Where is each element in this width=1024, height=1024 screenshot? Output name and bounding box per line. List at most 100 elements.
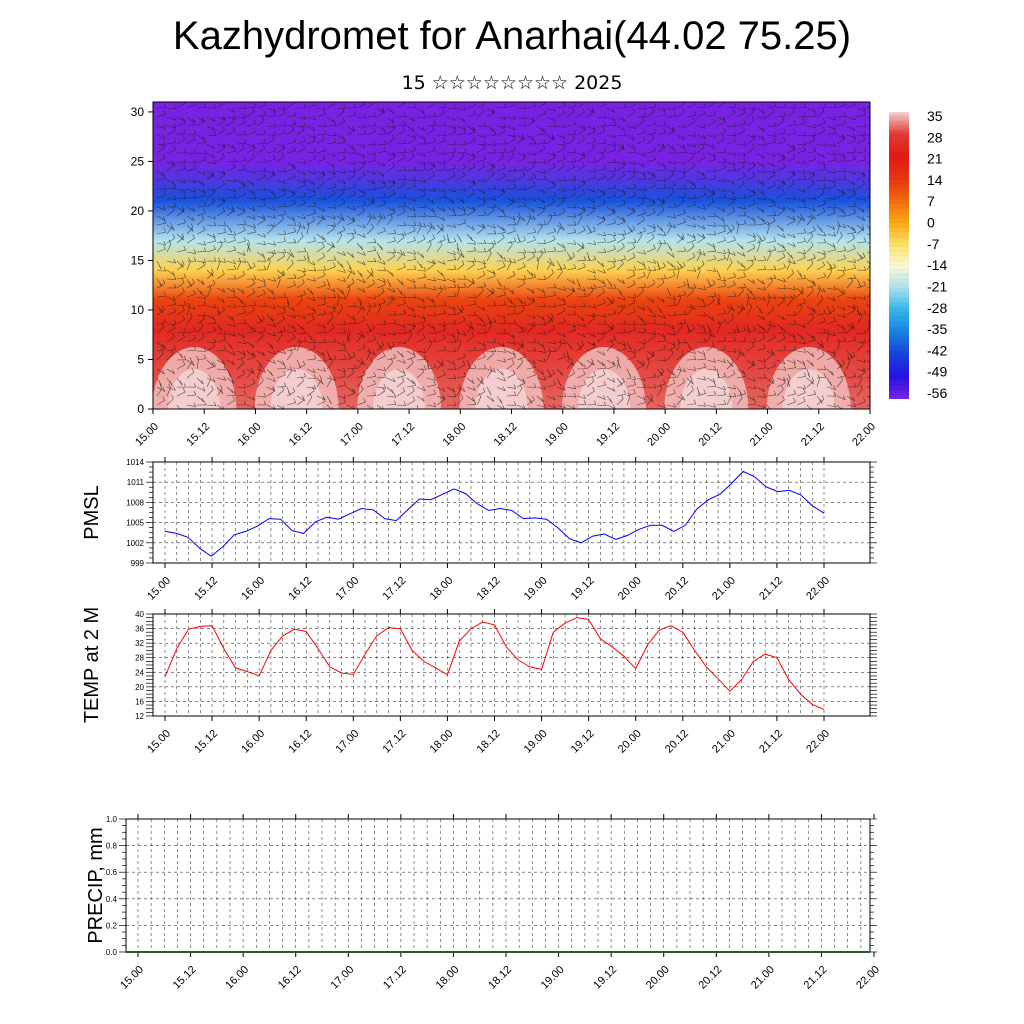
- wind-barb: [566, 133, 576, 136]
- wind-barb-flag: [853, 382, 857, 388]
- wind-barb: [306, 151, 316, 154]
- wind-barb-flag: [783, 263, 786, 268]
- wind-barb: [476, 111, 485, 118]
- wind-barb-flag: [489, 366, 493, 371]
- wind-barb: [496, 265, 506, 271]
- wind-barb: [696, 323, 705, 329]
- wind-barb-flag: [573, 157, 577, 162]
- wind-barb-flag: [803, 253, 806, 258]
- wind-barb: [576, 246, 585, 253]
- wind-barb-flag: [191, 227, 194, 232]
- wind-barb-flag: [642, 360, 646, 366]
- wind-barb-flag: [473, 293, 477, 299]
- wind-barb: [246, 206, 256, 212]
- wind-barb: [216, 339, 226, 343]
- wind-barb: [556, 143, 566, 146]
- wind-barb-flag: [732, 207, 735, 212]
- wind-barb-flag: [302, 181, 306, 186]
- wind-barb: [606, 124, 616, 127]
- wind-barb: [476, 356, 486, 361]
- wind-barb-flag: [413, 212, 417, 218]
- wind-barb-flag: [471, 226, 475, 231]
- wind-barb: [326, 361, 333, 370]
- wind-barb: [176, 337, 185, 343]
- wind-barb: [316, 401, 326, 406]
- wind-barb: [856, 206, 865, 213]
- wind-barb-flag: [563, 286, 566, 291]
- wind-barb: [846, 395, 855, 402]
- wind-barb: [686, 156, 695, 163]
- wind-barb-flag: [453, 337, 457, 343]
- wind-barb-flag: [493, 148, 497, 154]
- wind-barb-flag: [802, 197, 806, 203]
- wind-barb: [466, 179, 476, 185]
- wind-barb-flag: [332, 189, 336, 194]
- wind-barb-flag: [488, 248, 492, 254]
- wind-barb: [626, 284, 636, 289]
- wind-barb-flag: [292, 189, 295, 195]
- wind-barb-flag: [613, 141, 617, 147]
- wind-barb: [856, 372, 865, 379]
- wind-barb-flag: [313, 354, 317, 359]
- wind-barb-flag: [213, 131, 217, 136]
- wind-barb: [586, 269, 596, 274]
- wind-barb: [176, 188, 186, 193]
- wind-barb-flag: [472, 179, 476, 184]
- wind-barb-flag: [543, 403, 546, 408]
- wind-barb-flag: [573, 392, 577, 398]
- wind-barb: [846, 125, 855, 132]
- wind-barb-flag: [490, 407, 492, 409]
- wind-barb-flag: [713, 358, 716, 363]
- wind-barb: [386, 361, 394, 370]
- wind-barb: [276, 107, 286, 111]
- wind-barb-flag: [293, 164, 296, 169]
- wind-barb: [566, 267, 576, 271]
- wind-barb-flag: [233, 231, 237, 236]
- wind-barb-flag: [641, 286, 644, 291]
- wind-barb-flag: [203, 208, 206, 214]
- wind-barb-flag: [409, 330, 413, 335]
- wind-barb: [736, 165, 745, 172]
- wind-barb-flag: [192, 278, 195, 284]
- wind-barb-flag: [532, 207, 535, 213]
- wind-barb: [766, 205, 776, 208]
- wind-barb-flag: [473, 109, 476, 115]
- wind-barb: [526, 105, 536, 109]
- wind-barb: [546, 125, 556, 127]
- wind-barb: [356, 242, 364, 251]
- wind-barb-flag: [543, 275, 547, 280]
- wind-barb-flag: [573, 213, 577, 218]
- wind-barb: [156, 206, 166, 211]
- wind-barb-flag: [832, 225, 836, 230]
- wind-barb-flag: [393, 331, 397, 336]
- wind-barb: [666, 296, 676, 300]
- wind-barb: [816, 111, 825, 118]
- wind-barb-flag: [462, 171, 466, 176]
- wind-barb-flag: [643, 264, 647, 269]
- wind-barb-flag: [781, 227, 784, 232]
- wind-barb-flag: [443, 309, 447, 314]
- wind-barb: [206, 378, 212, 388]
- wind-barb-flag: [491, 163, 495, 168]
- wind-barb-flag: [673, 373, 677, 378]
- wind-barb: [616, 215, 625, 222]
- wind-barb: [776, 368, 786, 371]
- wind-barb: [446, 268, 456, 271]
- wind-barb-flag: [312, 296, 316, 301]
- wind-barb: [756, 161, 765, 168]
- wind-barb-flag: [323, 299, 327, 305]
- wind-barb-flag: [273, 111, 277, 116]
- wind-barb: [596, 233, 606, 237]
- wind-barb-flag: [692, 324, 696, 329]
- wind-barb-flag: [742, 108, 746, 114]
- wind-barb-flag: [732, 108, 736, 113]
- wind-barb: [376, 302, 386, 307]
- wind-barb-flag: [772, 152, 776, 157]
- wind-barb-flag: [543, 293, 547, 298]
- wind-barb-flag: [270, 371, 273, 377]
- wind-barb-flag: [423, 283, 427, 289]
- wind-barb-flag: [852, 234, 855, 239]
- wind-barb: [446, 259, 456, 262]
- wind-barb-flag: [590, 286, 594, 291]
- wind-barb: [336, 349, 346, 352]
